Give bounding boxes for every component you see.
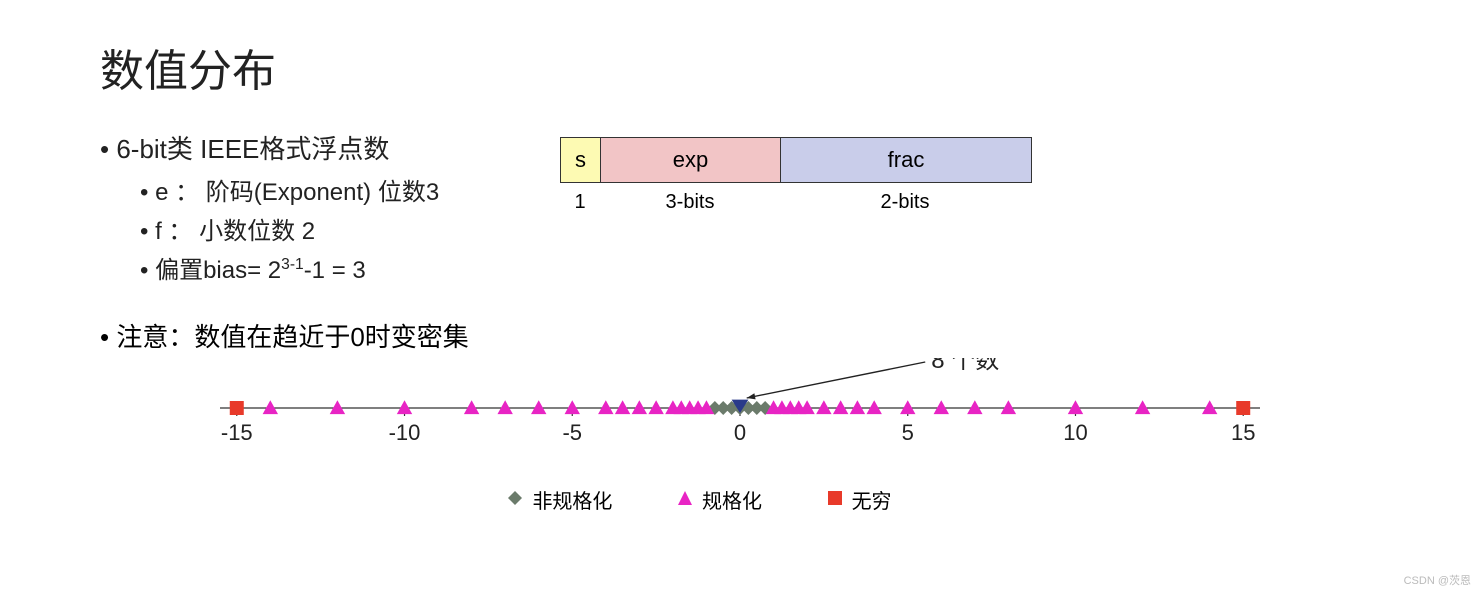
legend-denorm: 非规格化	[508, 485, 612, 514]
svg-text:5: 5	[902, 420, 914, 445]
format-bits-exp: 3-bits	[600, 191, 780, 214]
bullet-main: 6-bit类 IEEE格式浮点数	[100, 129, 530, 166]
format-bits-frac: 2-bits	[780, 191, 1030, 214]
format-diagram: sexpfrac 13-bits2-bits	[560, 137, 1032, 214]
format-bits-s: 1	[560, 191, 600, 214]
bias-suffix: -1 = 3	[304, 257, 366, 284]
format-field-frac: frac	[781, 138, 1031, 182]
legend-denorm-label: 非规格化	[532, 485, 612, 514]
svg-text:15: 15	[1231, 420, 1255, 445]
slide-title: 数值分布	[100, 35, 1483, 99]
numberline-container: -15-10-50510158 个数 非规格化 规格化 无穷	[100, 358, 1300, 508]
bullet-list: 6-bit类 IEEE格式浮点数 e ： 阶码(Exponent) 位数3 f …	[100, 129, 530, 289]
bullet-f: f ： 小数位数 2	[140, 211, 530, 246]
format-field-exp: exp	[601, 138, 781, 182]
legend-norm-label: 规格化	[702, 485, 762, 514]
legend-norm: 规格化	[678, 485, 762, 514]
legend-inf-label: 无穷	[852, 485, 892, 514]
svg-text:8 个数: 8 个数	[931, 358, 999, 374]
content-row: 6-bit类 IEEE格式浮点数 e ： 阶码(Exponent) 位数3 f …	[100, 129, 1483, 289]
slide-root: 数值分布 6-bit类 IEEE格式浮点数 e ： 阶码(Exponent) 位…	[0, 0, 1483, 596]
svg-text:10: 10	[1063, 420, 1087, 445]
svg-text:0: 0	[734, 420, 746, 445]
diamond-icon	[508, 488, 522, 511]
svg-text:-5: -5	[562, 420, 582, 445]
format-field-s: s	[561, 138, 601, 182]
legend-inf: 无穷	[828, 485, 892, 514]
bias-prefix: 偏置bias= 2	[155, 257, 281, 284]
watermark: CSDN @茨恩	[1404, 572, 1471, 588]
bias-sup: 3-1	[281, 256, 304, 273]
note-text: 注意：数值在趋近于0时变密集	[100, 317, 1483, 354]
format-fields: sexpfrac	[560, 137, 1032, 183]
legend: 非规格化 规格化 无穷	[100, 485, 1300, 514]
format-bit-labels: 13-bits2-bits	[560, 191, 1032, 214]
svg-text:-10: -10	[389, 420, 421, 445]
svg-text:-15: -15	[221, 420, 253, 445]
square-icon	[828, 488, 842, 511]
bullet-e: e ： 阶码(Exponent) 位数3	[140, 172, 530, 207]
numberline-svg: -15 -10 -5 0 5 10 15 8 个数	[100, 358, 1300, 478]
triangle-icon	[678, 488, 692, 511]
bullet-bias: 偏置bias= 23-1-1 = 3	[140, 250, 530, 285]
